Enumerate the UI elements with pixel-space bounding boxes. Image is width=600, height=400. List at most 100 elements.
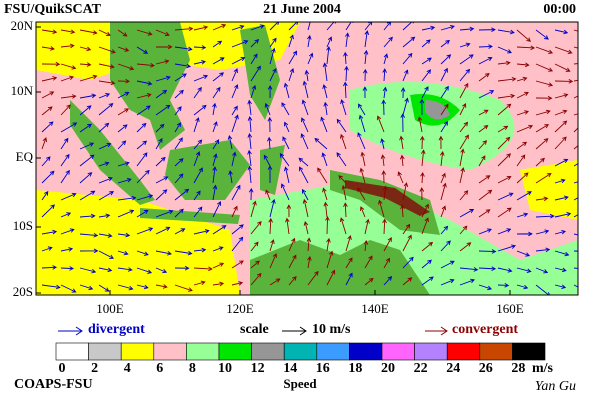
wind-arrow: [98, 46, 116, 54]
lat-label: 10N: [11, 83, 34, 98]
wind-arrow: [322, 62, 328, 82]
wind-arrow: [79, 248, 99, 254]
wind-arrow: [516, 45, 536, 51]
wind-arrow: [231, 184, 241, 201]
colorbar-box: [218, 342, 252, 361]
wind-arrow: [554, 46, 573, 55]
wind-arrow: [459, 54, 474, 65]
wind-arrow: [174, 158, 184, 167]
wind-arrow: [286, 204, 292, 218]
wind-arrow: [250, 84, 257, 99]
colorbar-box: [479, 342, 513, 361]
wind-arrow: [339, 217, 347, 235]
wind-arrow: [440, 278, 455, 286]
wind-arrow: [554, 178, 566, 184]
wind-arrow: [279, 153, 290, 167]
wind-arrow: [302, 198, 309, 218]
wind-arrow: [117, 209, 135, 218]
wind-arrow: [376, 115, 385, 133]
wind-arrow: [155, 250, 172, 256]
wind-arrow: [174, 208, 184, 218]
wind-arrow: [267, 85, 273, 99]
wind-arrow: [60, 29, 76, 34]
wind-arrow: [212, 166, 217, 184]
wind-arrow: [136, 93, 152, 99]
wind-arrow: [41, 137, 48, 150]
wind-arrow: [402, 256, 414, 269]
wind-arrow: [402, 234, 412, 252]
wind-arrow: [155, 284, 168, 289]
wind-arrow: [400, 87, 406, 99]
wind-arrow: [554, 229, 567, 235]
wind-arrow: [79, 29, 98, 35]
wind-arrow: [573, 95, 578, 99]
wind-arrow: [307, 52, 314, 65]
wind-arrow: [440, 260, 455, 269]
wind-arrow: [155, 267, 168, 274]
wind-arrow: [478, 140, 488, 150]
colorbar-box: [316, 342, 350, 361]
colorbar-box: [251, 342, 285, 361]
wind-arrow: [440, 225, 449, 235]
wind-arrow: [117, 124, 128, 133]
lat-labels: 20N 10N EQ 10S 20S: [11, 18, 41, 299]
wind-arrow: [459, 190, 469, 201]
wind-arrow: [381, 170, 387, 184]
wind-arrow: [269, 253, 277, 269]
wind-arrow: [231, 260, 244, 269]
wind-arrow: [336, 118, 347, 133]
wind-arrow: [212, 40, 223, 48]
wind-arrow: [516, 110, 529, 116]
wind-arrow: [174, 137, 183, 150]
wind-arrow: [79, 213, 96, 219]
wind-arrow: [573, 145, 578, 150]
wind-arrow: [421, 276, 434, 286]
wind-arrow: [341, 184, 347, 201]
wind-arrow: [516, 172, 529, 184]
wind-arrow: [478, 109, 489, 116]
colorbar-label: 2: [91, 361, 98, 376]
wind-arrow: [136, 250, 149, 256]
wind-arrow: [459, 26, 475, 32]
wind-arrow: [269, 47, 276, 65]
wind-arrow: [382, 185, 388, 201]
wind-arrow: [459, 208, 475, 218]
wind-arrow: [535, 124, 550, 133]
wind-arrow: [535, 95, 553, 101]
wind-arrow: [136, 29, 153, 36]
wind-arrow: [497, 244, 516, 252]
wind-arrow: [535, 29, 549, 40]
wind-arrow: [60, 94, 77, 99]
header-left: FSU/QuikSCAT: [4, 2, 102, 17]
wind-arrow: [402, 223, 411, 235]
wind-arrow: [535, 109, 551, 116]
wind-arrow: [155, 209, 174, 218]
wind-arrow: [383, 276, 393, 286]
wind-arrow: [439, 150, 445, 167]
wind-arrow: [554, 267, 567, 273]
colorbar-box: [55, 342, 89, 361]
wind-arrow: [41, 29, 58, 35]
wind-arrow: [535, 63, 554, 72]
wind-arrow: [174, 26, 194, 32]
wind-arrow: [212, 102, 217, 116]
land: [110, 22, 190, 150]
wind-arrow: [117, 108, 130, 116]
wind-arrow: [117, 46, 130, 52]
wind-arrow: [497, 103, 512, 116]
wind-arrow: [79, 74, 98, 82]
wind-arrow: [247, 165, 253, 184]
wind-arrow: [421, 203, 429, 218]
wind-arrow: [573, 63, 578, 65]
wind-arrow: [117, 267, 133, 272]
wind-arrow: [41, 61, 61, 67]
wind-arrow: [41, 91, 55, 99]
colorbar-label: 18: [348, 361, 362, 376]
wind-arrow: [79, 123, 92, 133]
wind-arrow: [98, 142, 112, 150]
map: [36, 22, 578, 295]
colorbar-label: 10: [218, 361, 232, 376]
wind-arrow: [228, 170, 233, 184]
wind-arrow: [193, 86, 202, 99]
wind-arrow: [98, 161, 110, 167]
